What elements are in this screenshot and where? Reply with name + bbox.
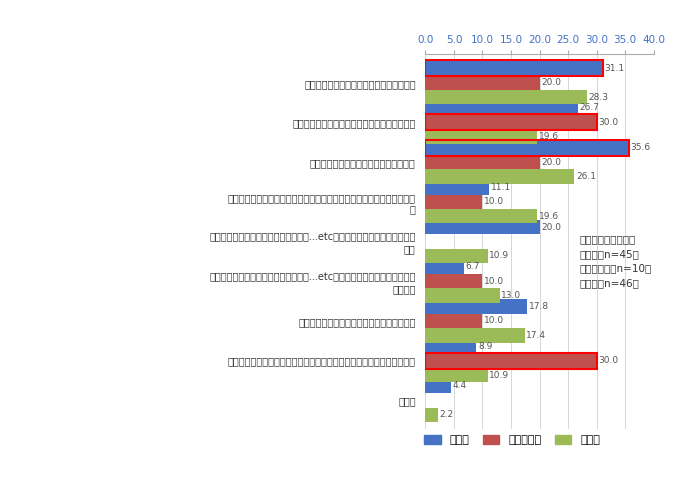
Bar (425, 114, 597, 130)
Bar (425, 289, 500, 303)
Bar (425, 407, 438, 422)
Bar (425, 130, 537, 144)
Text: 複数回答、単位：％
大企業（n=45）
ベンチャー（n=10）
その他（n=46）: 複数回答、単位：％ 大企業（n=45） ベンチャー（n=10） その他（n=46… (579, 234, 652, 289)
Text: 10.9: 10.9 (489, 371, 509, 380)
Bar (425, 209, 537, 223)
Bar (425, 353, 597, 368)
Text: 26.1: 26.1 (576, 172, 596, 181)
Text: 30.0: 30.0 (598, 118, 618, 127)
Bar (425, 60, 603, 76)
Bar (425, 274, 482, 289)
Bar (425, 339, 476, 353)
Text: 10.0: 10.0 (484, 198, 505, 206)
Text: 26.7: 26.7 (579, 103, 600, 112)
Text: 19.6: 19.6 (539, 212, 559, 221)
Text: 17.4: 17.4 (526, 331, 546, 340)
Bar (425, 248, 488, 263)
Bar (425, 75, 539, 90)
Bar (425, 314, 482, 328)
Bar (425, 90, 587, 104)
Text: 11.1: 11.1 (491, 183, 511, 192)
Text: 20.0: 20.0 (541, 157, 561, 167)
Text: 35.6: 35.6 (630, 143, 650, 152)
Text: 10.0: 10.0 (484, 316, 505, 325)
Text: 4.4: 4.4 (452, 381, 466, 391)
Bar (425, 169, 575, 184)
Text: 10.0: 10.0 (484, 277, 505, 286)
Text: 31.1: 31.1 (604, 64, 625, 73)
Bar (425, 299, 527, 314)
Text: 13.0: 13.0 (501, 291, 521, 300)
Bar (425, 379, 450, 393)
Bar (425, 61, 603, 75)
Bar (425, 352, 597, 369)
Bar (425, 140, 629, 155)
Bar (425, 259, 464, 274)
Bar (425, 368, 488, 382)
Text: 2.2: 2.2 (440, 410, 454, 419)
Bar (425, 141, 629, 155)
Text: 10.9: 10.9 (489, 251, 509, 260)
Bar (425, 328, 525, 343)
Text: 17.8: 17.8 (529, 302, 549, 311)
Text: 20.0: 20.0 (541, 223, 561, 232)
Bar (425, 220, 539, 234)
Text: 30.0: 30.0 (598, 356, 618, 365)
Bar (425, 155, 539, 169)
Bar (425, 195, 482, 209)
Bar (425, 101, 577, 115)
Text: 19.6: 19.6 (539, 132, 559, 142)
Bar (425, 180, 489, 195)
Text: 28.3: 28.3 (589, 93, 609, 101)
Bar (425, 115, 597, 130)
Legend: 大企業, ベンチャー, その他: 大企業, ベンチャー, その他 (420, 431, 604, 450)
Text: 8.9: 8.9 (478, 342, 492, 350)
Text: 20.0: 20.0 (541, 78, 561, 87)
Text: 6.7: 6.7 (466, 262, 480, 271)
